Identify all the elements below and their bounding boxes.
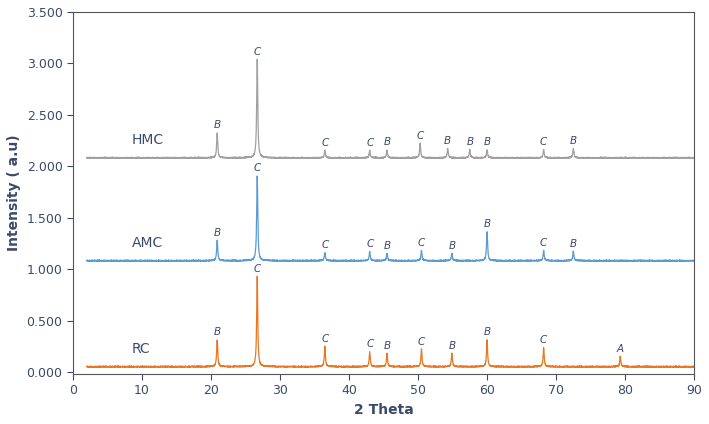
Text: B: B [384,137,391,148]
Text: C: C [321,138,328,148]
Text: C: C [418,238,425,248]
Text: B: B [484,137,491,147]
Text: B: B [570,136,577,146]
Text: B: B [213,120,220,131]
Text: B: B [213,327,220,338]
Text: B: B [484,327,491,337]
Text: B: B [467,137,474,147]
Text: B: B [444,136,451,146]
Text: C: C [540,238,547,248]
Text: B: B [570,239,577,249]
Text: B: B [384,340,391,351]
Text: B: B [448,241,455,251]
Text: HMC: HMC [132,133,164,147]
Text: C: C [321,334,328,343]
Text: C: C [540,137,547,147]
Text: C: C [418,337,425,347]
Text: C: C [540,335,547,345]
Text: C: C [321,240,328,250]
X-axis label: 2 Theta: 2 Theta [354,403,413,417]
Text: C: C [366,138,374,148]
Text: B: B [484,219,491,229]
Text: C: C [366,239,374,249]
Text: C: C [254,47,261,57]
Text: C: C [416,131,424,141]
Text: B: B [213,228,220,237]
Y-axis label: Intensity ( a.u): Intensity ( a.u) [7,135,21,251]
Text: RC: RC [132,342,150,356]
Text: A: A [617,344,624,354]
Text: AMC: AMC [132,236,163,250]
Text: C: C [254,264,261,274]
Text: C: C [366,339,374,349]
Text: B: B [448,341,455,351]
Text: C: C [254,164,261,173]
Text: B: B [384,241,391,251]
